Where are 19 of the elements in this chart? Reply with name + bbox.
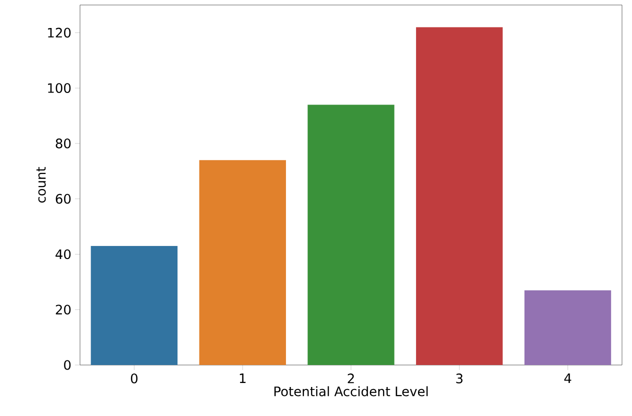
x-tick-label: 3 — [456, 374, 462, 384]
bar — [199, 160, 286, 365]
x-tick-label: 4 — [564, 374, 572, 384]
y-tick-label: 120 — [48, 28, 71, 38]
y-tick-label: 0 — [64, 360, 71, 370]
y-tick-label: 100 — [48, 83, 71, 93]
x-axis-title: Potential Accident Level — [274, 386, 428, 396]
y-tick-label: 40 — [56, 249, 71, 260]
x-tick-label: 0 — [130, 374, 138, 384]
y-tick-label: 80 — [56, 138, 71, 148]
bar — [416, 27, 503, 365]
bar — [90, 246, 178, 365]
bar — [308, 104, 394, 365]
bar — [524, 290, 612, 365]
x-tick-label: 2 — [348, 374, 354, 384]
y-tick-label: 20 — [56, 304, 71, 315]
x-tick-label: 1 — [240, 374, 246, 384]
y-tick-label: 60 — [56, 194, 71, 204]
y-axis-title: count — [36, 166, 46, 203]
